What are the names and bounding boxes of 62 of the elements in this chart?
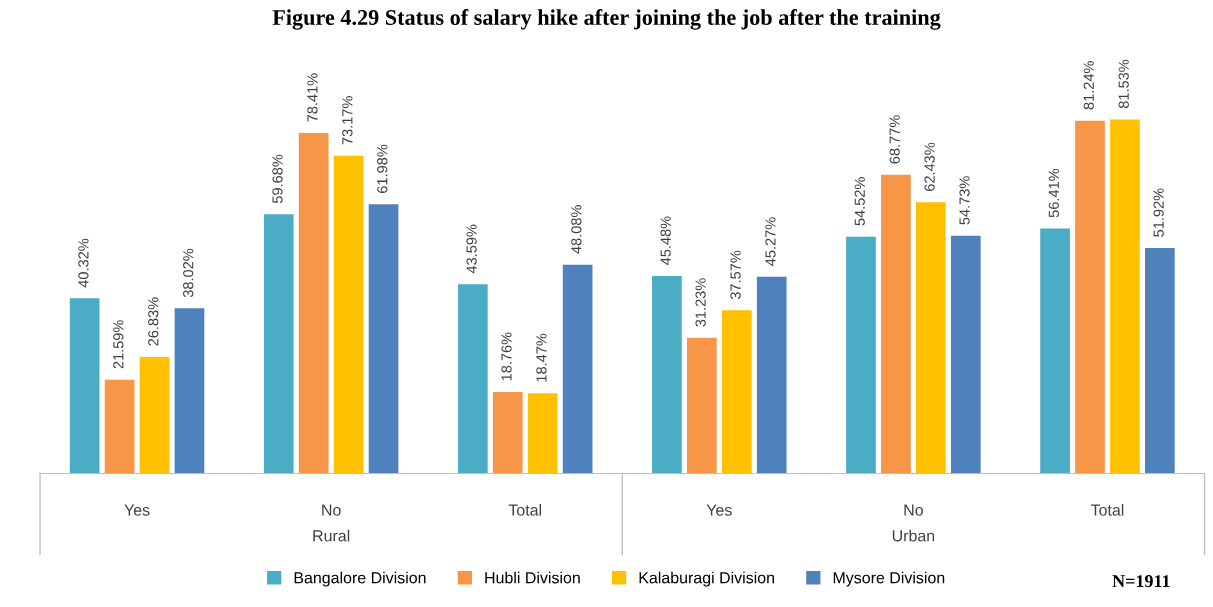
bar bbox=[1145, 247, 1175, 474]
data-label: 62.43% bbox=[924, 142, 935, 191]
data-label: 26.83% bbox=[148, 297, 159, 346]
data-label: 68.77% bbox=[889, 115, 900, 164]
data-label: 43.59% bbox=[466, 224, 477, 274]
text: Urban bbox=[892, 529, 935, 542]
bar bbox=[263, 214, 294, 474]
bar bbox=[492, 391, 523, 474]
bar bbox=[1040, 228, 1070, 474]
text: N=1911 bbox=[1112, 575, 1170, 588]
chart-title: Figure 4.29 Status of salary hike after joining the job after the training bbox=[272, 9, 941, 30]
bar bbox=[527, 393, 558, 474]
data-label: 40.32% bbox=[78, 238, 89, 288]
bar bbox=[1075, 120, 1105, 474]
data-label: 45.48% bbox=[660, 216, 671, 265]
x-tick-label: No bbox=[322, 504, 341, 516]
data-label: 18.47% bbox=[536, 333, 547, 382]
x-tick-label: Yes bbox=[124, 504, 150, 516]
data-label: 21.59% bbox=[113, 320, 124, 369]
data-label: 73.17% bbox=[342, 96, 353, 145]
data-label: 38.02% bbox=[183, 248, 194, 298]
bar bbox=[652, 275, 682, 474]
x-tick-label: No bbox=[904, 504, 923, 516]
data-label: 18.76% bbox=[501, 332, 512, 381]
bar bbox=[69, 298, 100, 474]
bar bbox=[333, 155, 364, 474]
data-label: 81.53% bbox=[1118, 59, 1129, 109]
data-label: 56.41% bbox=[1048, 168, 1059, 218]
text: Rural bbox=[313, 529, 350, 542]
bar bbox=[1110, 119, 1140, 474]
x-tick-label: Total bbox=[1090, 504, 1124, 516]
bar bbox=[139, 356, 170, 474]
bar bbox=[846, 236, 876, 474]
bar bbox=[368, 204, 399, 474]
data-label: 81.24% bbox=[1083, 61, 1094, 110]
bar bbox=[686, 337, 717, 474]
legend-label: Bangalore Division bbox=[294, 571, 426, 587]
bar bbox=[721, 310, 752, 474]
data-label: 45.27% bbox=[765, 217, 776, 266]
bar bbox=[756, 276, 787, 474]
data-label: 61.98% bbox=[377, 144, 388, 193]
bar bbox=[457, 284, 488, 474]
x-tick-label: Total bbox=[508, 504, 542, 516]
bar bbox=[916, 202, 946, 474]
data-label: 51.92% bbox=[1153, 188, 1164, 237]
bar bbox=[562, 264, 593, 474]
bar bbox=[950, 235, 981, 474]
x-tick-label: Yes bbox=[706, 504, 732, 516]
data-label: 48.08% bbox=[571, 205, 582, 254]
bar bbox=[881, 174, 911, 474]
data-label: 54.73% bbox=[959, 176, 970, 225]
data-label: 37.57% bbox=[730, 250, 741, 300]
legend-label: Mysore Division bbox=[833, 571, 945, 587]
bar bbox=[298, 132, 329, 474]
data-label: 54.52% bbox=[854, 177, 865, 226]
data-label: 78.41% bbox=[307, 73, 318, 122]
bar bbox=[174, 308, 205, 474]
legend-label: Hubli Division bbox=[485, 571, 580, 584]
legend-label: Kalaburagi Division bbox=[639, 571, 774, 587]
data-label: 59.68% bbox=[272, 154, 283, 204]
bar bbox=[104, 379, 135, 474]
data-label: 31.23% bbox=[695, 278, 706, 327]
